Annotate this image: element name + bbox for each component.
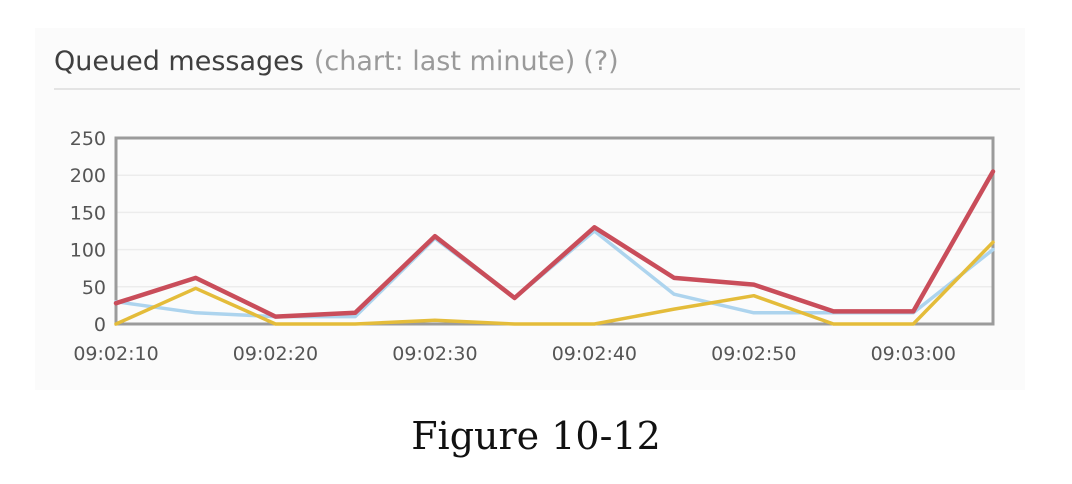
y-tick-label: 50 [82,277,106,299]
figure-caption: Figure 10-12 [411,414,661,458]
help-link[interactable]: (?) [583,46,619,77]
series-line-3 [113,169,996,319]
series-lines [113,169,996,326]
y-tick-label: 0 [94,314,106,336]
y-axis-ticks: 250 200 150 100 50 0 [70,128,106,336]
chart-header: Queued messages (chart: last minute) (?) [54,46,619,77]
x-tick-label: 09:03:00 [871,343,956,365]
y-tick-label: 150 [70,202,106,224]
x-tick-label: 09:02:30 [392,343,477,365]
y-tick-label: 200 [70,165,106,187]
grid-lines [116,137,993,325]
y-tick-label: 100 [70,240,106,262]
plot-frame [114,136,995,326]
series-line-2 [114,240,995,326]
line-chart: 250 200 150 100 50 0 09:02:10 09:02:20 09:02:30… [70,128,996,365]
x-tick-label: 09:02:20 [233,343,318,365]
chart-subtitle: (chart: last minute) [313,46,576,77]
x-tick-label: 09:02:10 [73,343,158,365]
chart-title: Queued messages [54,46,304,77]
x-axis-ticks: 09:02:10 09:02:20 09:02:30 09:02:40 09:02:50… [73,343,956,365]
x-tick-label: 09:02:40 [552,343,637,365]
x-tick-label: 09:02:50 [711,343,796,365]
header-divider [54,88,1020,90]
y-tick-label: 250 [70,128,106,150]
